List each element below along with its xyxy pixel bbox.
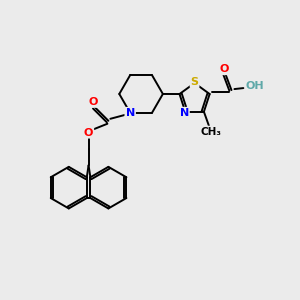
Text: O: O xyxy=(84,128,93,138)
Text: N: N xyxy=(126,108,135,118)
Text: S: S xyxy=(190,77,199,87)
Text: N: N xyxy=(180,108,189,118)
Text: N: N xyxy=(126,108,135,118)
Text: O: O xyxy=(220,64,229,74)
Text: OH: OH xyxy=(246,81,265,91)
Text: CH₃: CH₃ xyxy=(200,127,221,136)
Text: O: O xyxy=(89,97,98,107)
